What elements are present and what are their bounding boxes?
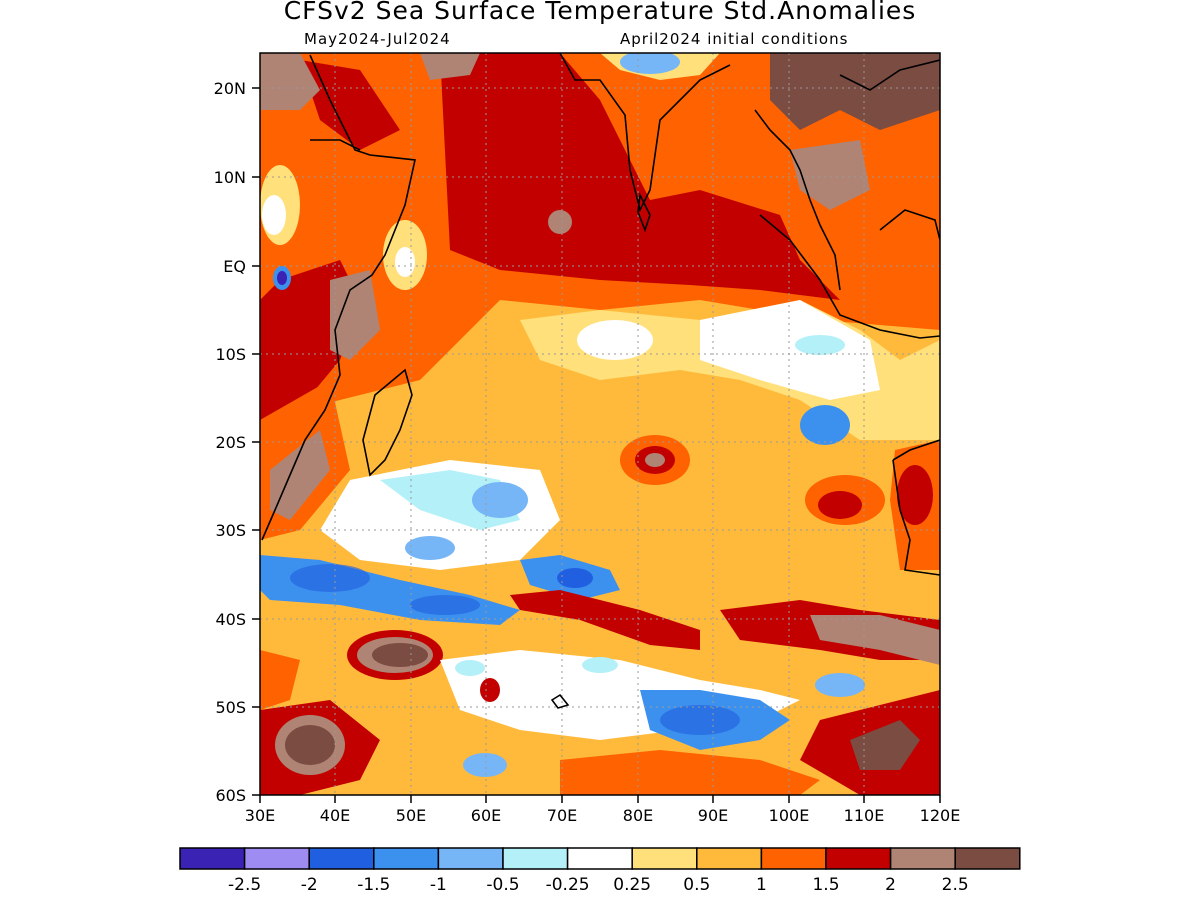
legend-label: 1.5 [812,875,839,895]
legend-swatch [825,847,892,870]
legend-label: -1.5 [357,875,390,895]
legend-label: -2.5 [228,875,261,895]
anomaly-field [260,53,940,795]
longitude-axis [259,795,941,803]
lat-label-60s: 60S [215,786,246,805]
lat-label-eq: EQ [223,257,246,276]
latitude-axis [252,87,260,796]
lat-label-10s: 10S [215,345,246,364]
initial-conditions: April2024 initial conditions [620,30,849,48]
legend-label: -0.5 [486,875,519,895]
legend-label: -1 [430,875,447,895]
grid-lines [260,53,940,795]
legend-swatch [243,847,310,870]
lon-label-100e: 100E [769,806,810,825]
lon-label-110e: 110E [844,806,885,825]
legend-swatch [566,847,633,870]
legend-swatch [437,847,504,870]
legend-swatch [631,847,698,870]
legend-swatch [889,847,956,870]
lat-label-20n: 20N [214,79,246,98]
lat-label-20s: 20S [215,433,246,452]
lat-label-50s: 50S [215,698,246,717]
legend-swatch [308,847,375,870]
legend-swatch [373,847,440,870]
legend-label: 1 [756,875,767,895]
legend-label: -0.25 [546,875,590,895]
legend-swatch [179,847,246,870]
legend-label: -2 [301,875,318,895]
plot-frame [259,52,941,796]
lat-label-40s: 40S [215,610,246,629]
lat-label-30s: 30S [215,521,246,540]
map-title: CFSv2 Sea Surface Temperature Std.Anomal… [283,0,917,25]
lon-label-70e: 70E [547,806,577,825]
color-legend: -2.5 -2 -1.5 -1 -0.5 -0.25 0.25 0.5 1 1.5 2 2.5 [179,847,1021,895]
lon-label-120e: 120E [920,806,961,825]
forecast-period: May2024-Jul2024 [304,30,451,48]
legend-label: 2 [885,875,896,895]
lon-label-60e: 60E [471,806,501,825]
legend-swatch [954,847,1021,870]
legend-swatch [502,847,569,870]
legend-label: 0.25 [613,875,651,895]
lon-label-50e: 50E [396,806,426,825]
coastlines [261,53,940,709]
legend-label: 2.5 [942,875,969,895]
legend-label: 0.5 [683,875,710,895]
lon-label-40e: 40E [320,806,350,825]
legend-swatch [760,847,827,870]
lat-label-10n: 10N [214,168,246,187]
lon-label-80e: 80E [623,806,653,825]
lon-label-30e: 30E [245,806,275,825]
lon-label-90e: 90E [698,806,728,825]
legend-swatch [696,847,763,870]
